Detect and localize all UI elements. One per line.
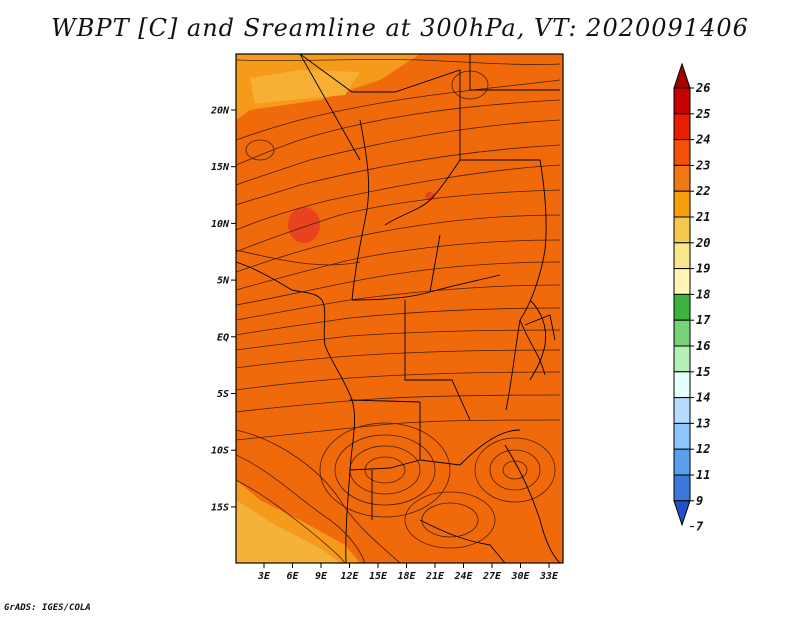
colorbar-label: 21	[695, 210, 710, 224]
colorbar-label: 9	[696, 494, 703, 508]
colorbar-label: 14	[696, 391, 710, 405]
wbpt-patch-south-light	[236, 500, 340, 563]
colorbar-swatch	[673, 190, 691, 218]
colorbar: 26 25 24 23 22 21 20 19 18 17 16 15 14 13 12 11 9 7	[673, 62, 711, 534]
colorbar-swatch	[673, 164, 691, 192]
colorbar-label: 15	[696, 365, 710, 379]
country-borders	[236, 54, 561, 563]
colorbar-swatch	[673, 139, 691, 166]
wbpt-patch-north-light	[250, 70, 360, 104]
colorbar-label: 17	[696, 313, 711, 327]
colorbar-label: 20	[695, 236, 710, 250]
colorbar-label: 23	[695, 158, 710, 172]
lat-label: 5N	[217, 276, 230, 287]
lon-label: 6E	[286, 571, 299, 582]
colorbar-label: 18	[696, 287, 710, 301]
lat-label: 20N	[210, 106, 230, 117]
lon-label: 21E	[425, 571, 445, 582]
colorbar-swatch	[673, 474, 691, 502]
colorbar-label: 16	[696, 339, 710, 353]
wbpt-patch-red	[288, 207, 320, 243]
colorbar-bottom-arrow	[673, 500, 691, 527]
colorbar-swatch	[673, 113, 691, 141]
map-frame	[235, 53, 564, 564]
lon-label: 12E	[340, 571, 359, 582]
lat-label: 15S	[211, 502, 229, 513]
lat-label: 10S	[211, 446, 229, 457]
colorbar-swatch	[673, 448, 691, 476]
streamlines	[236, 59, 561, 563]
colorbar-swatch	[673, 293, 691, 321]
lon-label: 24E	[453, 571, 473, 582]
colorbar-label: 19	[696, 262, 710, 276]
colorbar-label: 12	[696, 442, 710, 456]
colorbar-swatch	[673, 371, 691, 399]
colorbar-swatch	[673, 397, 691, 424]
lat-label: 5S	[217, 389, 229, 400]
colorbar-swatch	[673, 87, 691, 115]
lon-axis: 3E 6E 9E 12E 15E 18E 21E 24E 27E 30E 33E	[257, 563, 559, 582]
lon-label: 18E	[397, 571, 416, 582]
lat-label: 15N	[211, 162, 230, 173]
colorbar-label: 13	[696, 416, 710, 430]
colorbar-swatch	[673, 242, 691, 270]
colorbar-label: 25	[695, 107, 710, 121]
lon-label: 15E	[369, 571, 388, 582]
map-panel	[236, 54, 563, 563]
lat-label: EQ	[217, 332, 229, 343]
lon-label: 3E	[257, 571, 271, 582]
colorbar-label: 26	[695, 81, 710, 95]
grads-credit: GrADS: IGES/COLA	[4, 603, 91, 613]
colorbar-swatch	[673, 345, 691, 373]
colorbar-top-arrow	[673, 62, 691, 89]
chart-title: WBPT [C] and Sreamline at 300hPa, VT: 20…	[51, 14, 749, 42]
colorbar-label: 7	[696, 520, 704, 534]
colorbar-label: 24	[695, 133, 710, 147]
lon-label: 33E	[539, 571, 559, 582]
lon-label: 30E	[510, 571, 530, 582]
colorbar-swatch	[673, 216, 691, 244]
lon-label: 9E	[315, 571, 328, 582]
lat-label: 10N	[211, 219, 230, 230]
colorbar-swatch	[673, 422, 691, 450]
lon-label: 27E	[482, 571, 502, 582]
colorbar-swatch	[673, 319, 691, 347]
colorbar-label: 22	[695, 184, 710, 198]
colorbar-label: 11	[696, 468, 710, 482]
lat-axis: 20N 15N 10N 5N EQ 5S 10S 15S	[210, 106, 236, 513]
colorbar-swatch	[673, 268, 691, 295]
